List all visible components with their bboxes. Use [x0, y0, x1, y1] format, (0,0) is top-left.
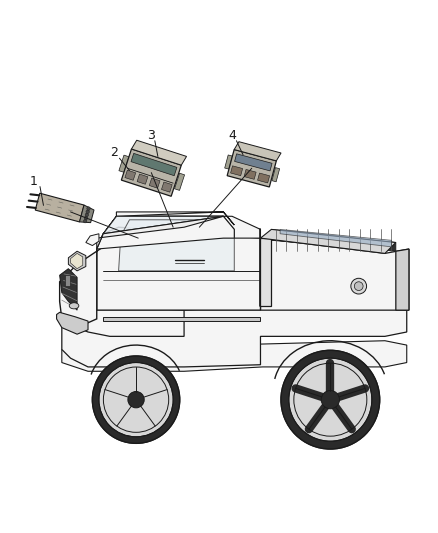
Text: 2: 2	[110, 147, 118, 159]
Polygon shape	[230, 166, 243, 176]
Circle shape	[354, 282, 363, 290]
Polygon shape	[261, 229, 396, 253]
Polygon shape	[57, 312, 88, 334]
Circle shape	[87, 207, 90, 210]
Polygon shape	[62, 306, 407, 367]
Circle shape	[83, 220, 87, 223]
Circle shape	[99, 362, 173, 437]
Circle shape	[85, 213, 88, 216]
Circle shape	[86, 210, 89, 213]
Polygon shape	[227, 150, 276, 187]
Polygon shape	[396, 249, 409, 310]
Polygon shape	[121, 149, 181, 196]
Polygon shape	[97, 216, 234, 249]
Polygon shape	[71, 253, 83, 269]
Polygon shape	[35, 193, 84, 222]
Polygon shape	[149, 178, 160, 188]
Polygon shape	[261, 238, 409, 310]
Text: 3: 3	[148, 129, 155, 142]
Polygon shape	[119, 220, 234, 271]
Polygon shape	[97, 216, 223, 249]
Polygon shape	[86, 234, 99, 246]
Polygon shape	[174, 173, 184, 190]
Polygon shape	[60, 234, 103, 328]
Polygon shape	[119, 155, 129, 172]
Polygon shape	[280, 229, 392, 247]
Polygon shape	[117, 212, 234, 225]
Polygon shape	[137, 174, 148, 184]
Polygon shape	[234, 142, 281, 161]
Text: 4: 4	[228, 129, 236, 142]
Polygon shape	[261, 238, 272, 306]
Polygon shape	[62, 302, 184, 336]
Polygon shape	[65, 275, 70, 286]
Polygon shape	[244, 169, 256, 179]
Circle shape	[289, 358, 372, 441]
Circle shape	[128, 392, 144, 408]
Ellipse shape	[69, 303, 79, 309]
Polygon shape	[162, 182, 172, 192]
Polygon shape	[97, 227, 261, 310]
Circle shape	[321, 391, 339, 409]
Circle shape	[84, 216, 88, 220]
Polygon shape	[131, 154, 177, 176]
Polygon shape	[131, 140, 187, 165]
Polygon shape	[225, 155, 233, 169]
Circle shape	[351, 278, 367, 294]
Text: 1: 1	[29, 175, 37, 188]
Polygon shape	[272, 167, 279, 182]
Polygon shape	[103, 317, 261, 321]
Polygon shape	[103, 216, 234, 238]
Polygon shape	[272, 229, 396, 251]
Polygon shape	[80, 205, 94, 223]
Polygon shape	[235, 154, 272, 171]
Polygon shape	[62, 341, 407, 372]
Polygon shape	[68, 251, 86, 271]
Polygon shape	[258, 173, 270, 183]
Polygon shape	[103, 216, 261, 238]
Polygon shape	[60, 269, 77, 310]
Polygon shape	[125, 170, 136, 180]
